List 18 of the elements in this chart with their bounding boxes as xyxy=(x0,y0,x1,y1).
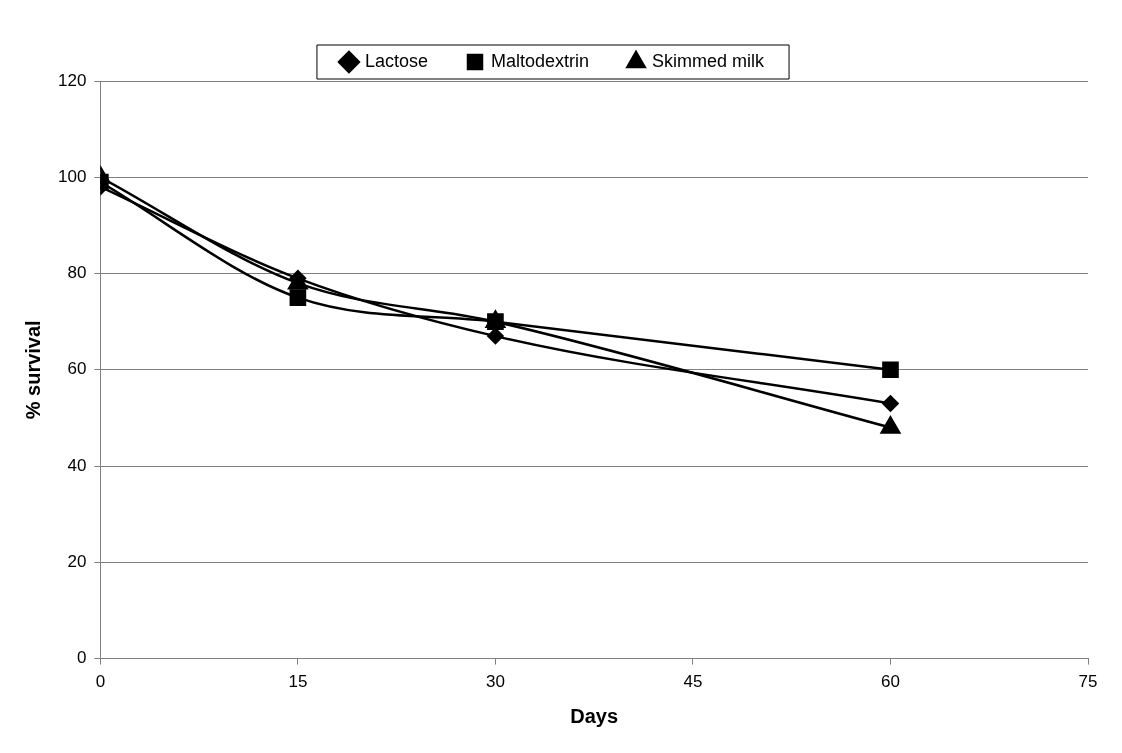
x-axis-title: Days xyxy=(570,704,619,727)
x-tick-label: 15 xyxy=(288,672,308,692)
y-tick-label: 100 xyxy=(57,166,87,186)
y-tick-label: 120 xyxy=(57,70,87,90)
legend-label: Skimmed milk xyxy=(652,50,766,71)
x-tick-label: 0 xyxy=(95,672,106,692)
x-tick-label: 30 xyxy=(485,672,505,692)
y-tick-label: 40 xyxy=(67,455,87,475)
x-tick-label: 75 xyxy=(1078,672,1098,692)
y-tick-label: 20 xyxy=(67,552,87,572)
legend-label: Lactose xyxy=(364,50,428,71)
y-axis-title: % survival xyxy=(21,320,44,420)
x-tick-label: 45 xyxy=(683,672,703,692)
legend-label: Maltodextrin xyxy=(491,50,590,71)
y-tick-label: 80 xyxy=(67,263,87,283)
x-tick-label: 60 xyxy=(881,672,900,692)
y-tick-label: 60 xyxy=(67,359,87,379)
y-tick-label: 0 xyxy=(76,648,87,668)
